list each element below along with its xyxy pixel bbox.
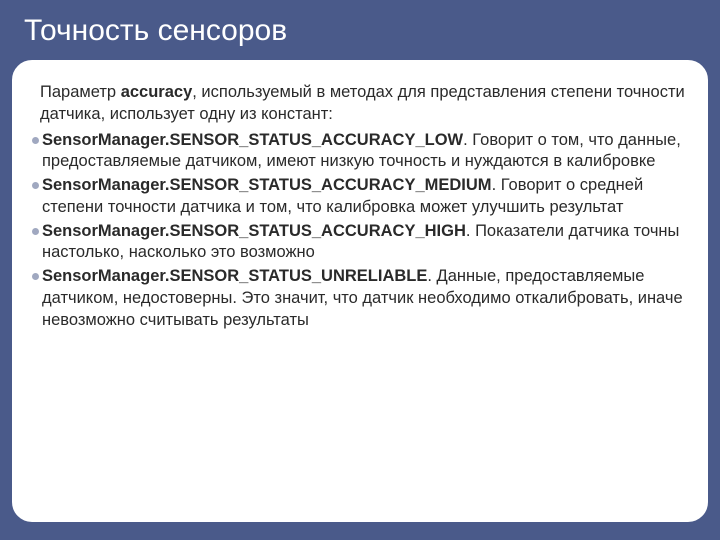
intro-bold: accuracy	[121, 83, 193, 101]
title-bar: Точность сенсоров	[0, 0, 720, 58]
intro-prefix: Параметр	[40, 83, 121, 101]
constant-name: SensorManager.SENSOR_STATUS_ACCURACY_HIG…	[42, 222, 466, 240]
slide: Точность сенсоров Параметр accuracy, исп…	[0, 0, 720, 540]
list-item: SensorManager.SENSOR_STATUS_ACCURACY_MED…	[32, 175, 690, 219]
constant-name: SensorManager.SENSOR_STATUS_ACCURACY_LOW	[42, 131, 463, 149]
slide-title: Точность сенсоров	[24, 14, 700, 48]
intro-paragraph: Параметр accuracy, используемый в метода…	[30, 82, 690, 126]
list-item: SensorManager.SENSOR_STATUS_UNRELIABLE. …	[32, 266, 690, 331]
list-item: SensorManager.SENSOR_STATUS_ACCURACY_LOW…	[32, 130, 690, 174]
list-item: SensorManager.SENSOR_STATUS_ACCURACY_HIG…	[32, 221, 690, 265]
constant-name: SensorManager.SENSOR_STATUS_UNRELIABLE	[42, 267, 427, 285]
bullet-list: SensorManager.SENSOR_STATUS_ACCURACY_LOW…	[30, 130, 690, 332]
content-card: Параметр accuracy, используемый в метода…	[10, 58, 710, 524]
constant-name: SensorManager.SENSOR_STATUS_ACCURACY_MED…	[42, 176, 492, 194]
